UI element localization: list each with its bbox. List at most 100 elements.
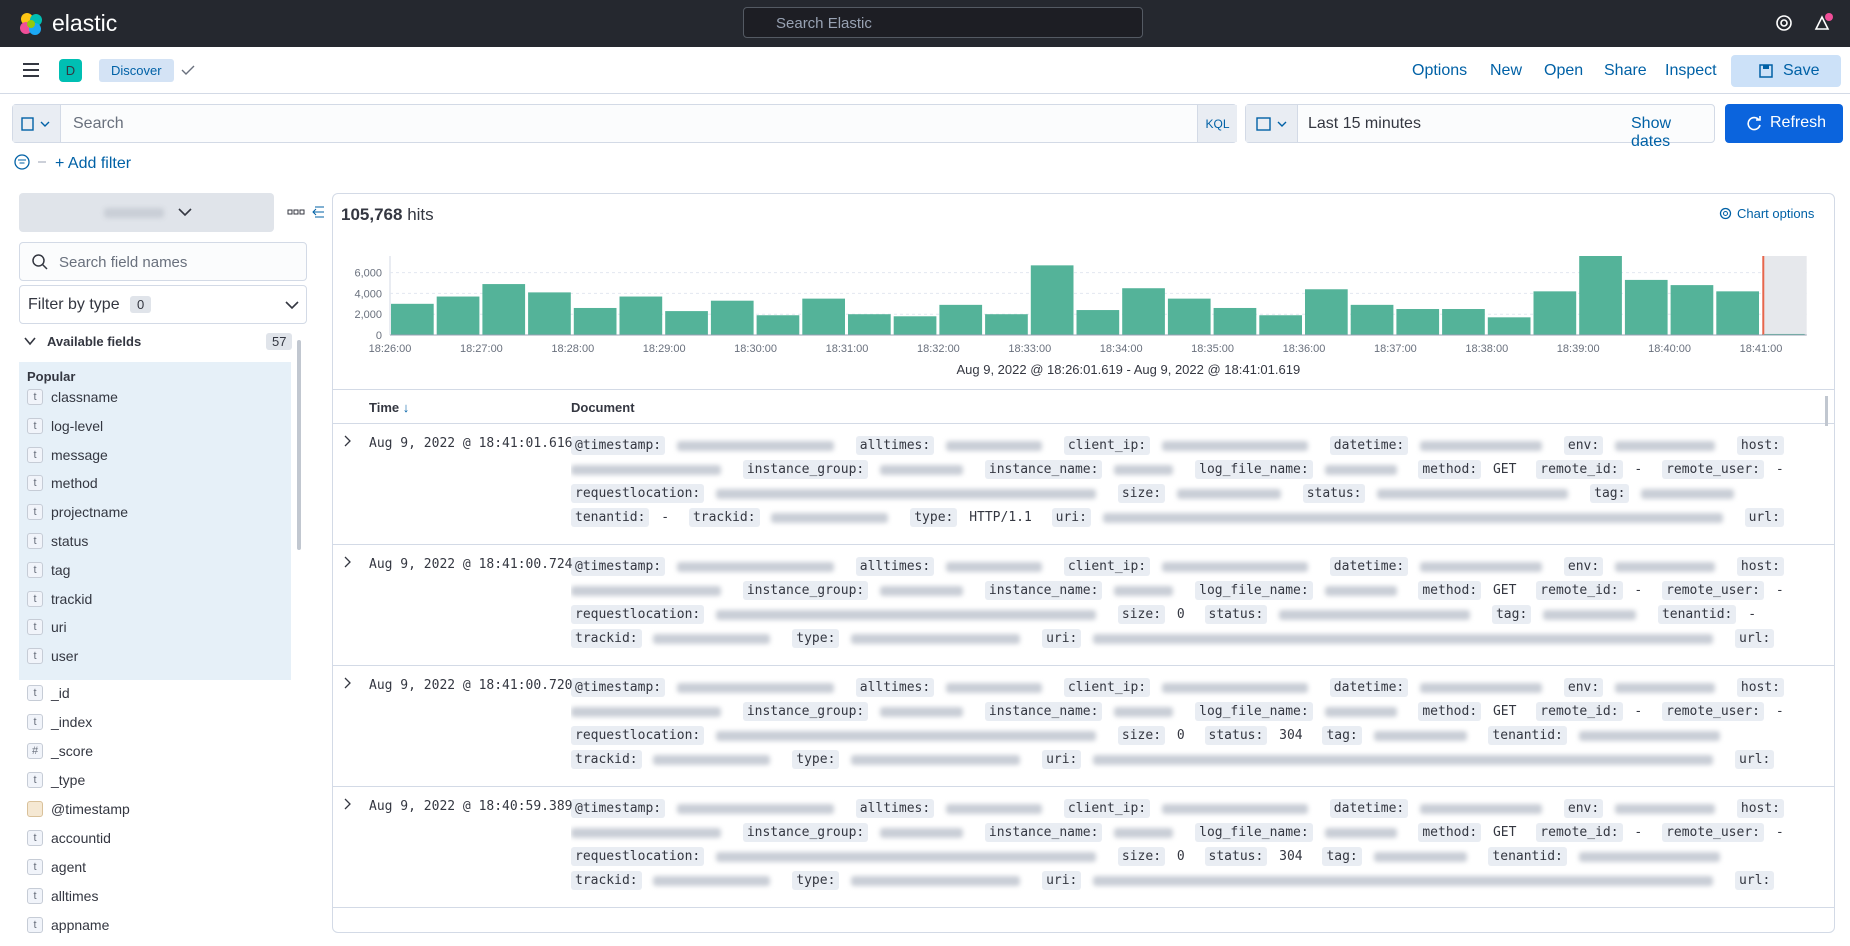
- document-row: Aug 9, 2022 @ 18:40:59.389@timestamp: al…: [333, 787, 1834, 908]
- field-type-icon: t: [27, 772, 43, 788]
- redacted-value: [1093, 634, 1713, 644]
- time-column[interactable]: Time ↓: [369, 400, 409, 415]
- field-item[interactable]: t_type: [27, 768, 85, 792]
- x-tick-label: 18:37:00: [1374, 343, 1417, 355]
- redacted-value: [946, 562, 1042, 572]
- bar: [848, 314, 891, 335]
- field-value: -: [1776, 583, 1784, 598]
- field-key: instance_group:: [743, 702, 868, 721]
- y-tick-label: 0: [376, 330, 382, 342]
- collapse-icon[interactable]: [24, 337, 36, 346]
- field-item[interactable]: taccountid: [27, 826, 111, 850]
- field-value: -: [1748, 607, 1756, 622]
- field-key: alltimes:: [856, 678, 934, 697]
- query-bar: Search KQL: [12, 104, 1237, 143]
- help-icon[interactable]: [1775, 14, 1793, 32]
- saved-query-button[interactable]: [13, 105, 61, 142]
- space-avatar[interactable]: D: [59, 59, 82, 82]
- field-value: -: [1634, 583, 1642, 598]
- y-tick-label: 6,000: [354, 268, 382, 280]
- expand-toggle[interactable]: [343, 434, 353, 451]
- bar: [1168, 299, 1211, 335]
- sidebar: Search field names Filter by type 0 Avai…: [0, 185, 325, 946]
- field-item[interactable]: tuser: [27, 644, 78, 668]
- save-button[interactable]: Save: [1731, 55, 1841, 87]
- field-item[interactable]: ttag: [27, 558, 70, 582]
- field-name: status: [51, 533, 88, 549]
- redacted-value: [946, 804, 1042, 814]
- redacted-value: [571, 465, 721, 475]
- document-row: Aug 9, 2022 @ 18:41:01.616@timestamp: al…: [333, 424, 1834, 545]
- expand-toggle[interactable]: [343, 797, 353, 814]
- field-item[interactable]: t_index: [27, 710, 92, 734]
- field-type-icon: t: [27, 917, 43, 933]
- future-shade: [1763, 256, 1806, 335]
- field-item[interactable]: t_id: [27, 681, 70, 705]
- bar: [939, 305, 982, 335]
- redacted-value: [1325, 828, 1397, 838]
- bar: [1305, 289, 1348, 335]
- field-value: GET: [1493, 583, 1516, 598]
- global-search[interactable]: Search Elastic: [743, 7, 1143, 38]
- save-icon: [1759, 64, 1773, 78]
- bar: [1716, 291, 1759, 335]
- redacted-value: [716, 731, 1096, 741]
- field-item[interactable]: tclassname: [27, 385, 118, 409]
- language-toggle[interactable]: KQL: [1197, 105, 1237, 142]
- filter-icon[interactable]: [14, 154, 50, 172]
- menu-item[interactable]: Options: [1412, 62, 1467, 80]
- menu-item[interactable]: Open: [1544, 62, 1583, 80]
- expand-toggle[interactable]: [343, 676, 353, 693]
- field-item[interactable]: talltimes: [27, 884, 98, 908]
- field-key: status:: [1205, 605, 1268, 624]
- expand-toggle[interactable]: [343, 555, 353, 572]
- menu-toggle[interactable]: [22, 62, 40, 78]
- field-key: uri:: [1042, 750, 1081, 769]
- field-value: GET: [1493, 462, 1516, 477]
- field-item[interactable]: tstatus: [27, 529, 88, 553]
- menu-item[interactable]: Inspect: [1665, 62, 1717, 80]
- bar: [1077, 310, 1120, 335]
- refresh-button[interactable]: Refresh: [1725, 104, 1843, 143]
- bar: [1625, 280, 1668, 335]
- add-filter[interactable]: + Add filter: [55, 155, 131, 173]
- field-item[interactable]: tprojectname: [27, 500, 128, 524]
- field-name: uri: [51, 619, 67, 635]
- field-item[interactable]: tagent: [27, 855, 86, 879]
- menu-item[interactable]: New: [1490, 62, 1522, 80]
- field-key: tenantid:: [1658, 605, 1736, 624]
- sidebar-tools[interactable]: [287, 205, 325, 219]
- field-value: 0: [1177, 849, 1185, 864]
- field-key: requestlocation:: [571, 847, 704, 866]
- breadcrumb[interactable]: Discover: [99, 59, 174, 82]
- field-item[interactable]: ttrackid: [27, 587, 92, 611]
- field-item[interactable]: turi: [27, 615, 67, 639]
- news-icon[interactable]: [1812, 12, 1834, 34]
- show-dates[interactable]: Show dates: [1631, 115, 1714, 151]
- field-value: 0: [1177, 607, 1185, 622]
- field-item[interactable]: @timestamp: [27, 797, 130, 821]
- field-key: size:: [1118, 605, 1165, 624]
- redacted-value: [1114, 586, 1173, 596]
- chart-options-label: Chart options: [1737, 206, 1814, 221]
- bar: [1534, 291, 1577, 335]
- field-item[interactable]: tmethod: [27, 471, 98, 495]
- chart-options[interactable]: Chart options: [1719, 206, 1814, 221]
- bar: [1396, 309, 1439, 335]
- field-search[interactable]: Search field names: [19, 242, 307, 281]
- field-item[interactable]: tappname: [27, 913, 109, 937]
- redacted-value: [1420, 804, 1542, 814]
- menu-item[interactable]: Share: [1604, 62, 1647, 80]
- table-scrollbar: [1825, 396, 1828, 426]
- filter-by-type[interactable]: Filter by type 0: [19, 285, 307, 324]
- index-pattern-select[interactable]: [19, 193, 274, 232]
- field-key: method:: [1418, 460, 1481, 479]
- query-input[interactable]: Search: [73, 115, 124, 133]
- field-item[interactable]: #_score: [27, 739, 93, 763]
- field-key: uri:: [1042, 629, 1081, 648]
- field-item[interactable]: tmessage: [27, 443, 108, 467]
- time-range[interactable]: Last 15 minutes: [1308, 115, 1421, 133]
- field-item[interactable]: tlog-level: [27, 414, 103, 438]
- quick-menu[interactable]: [1246, 105, 1298, 142]
